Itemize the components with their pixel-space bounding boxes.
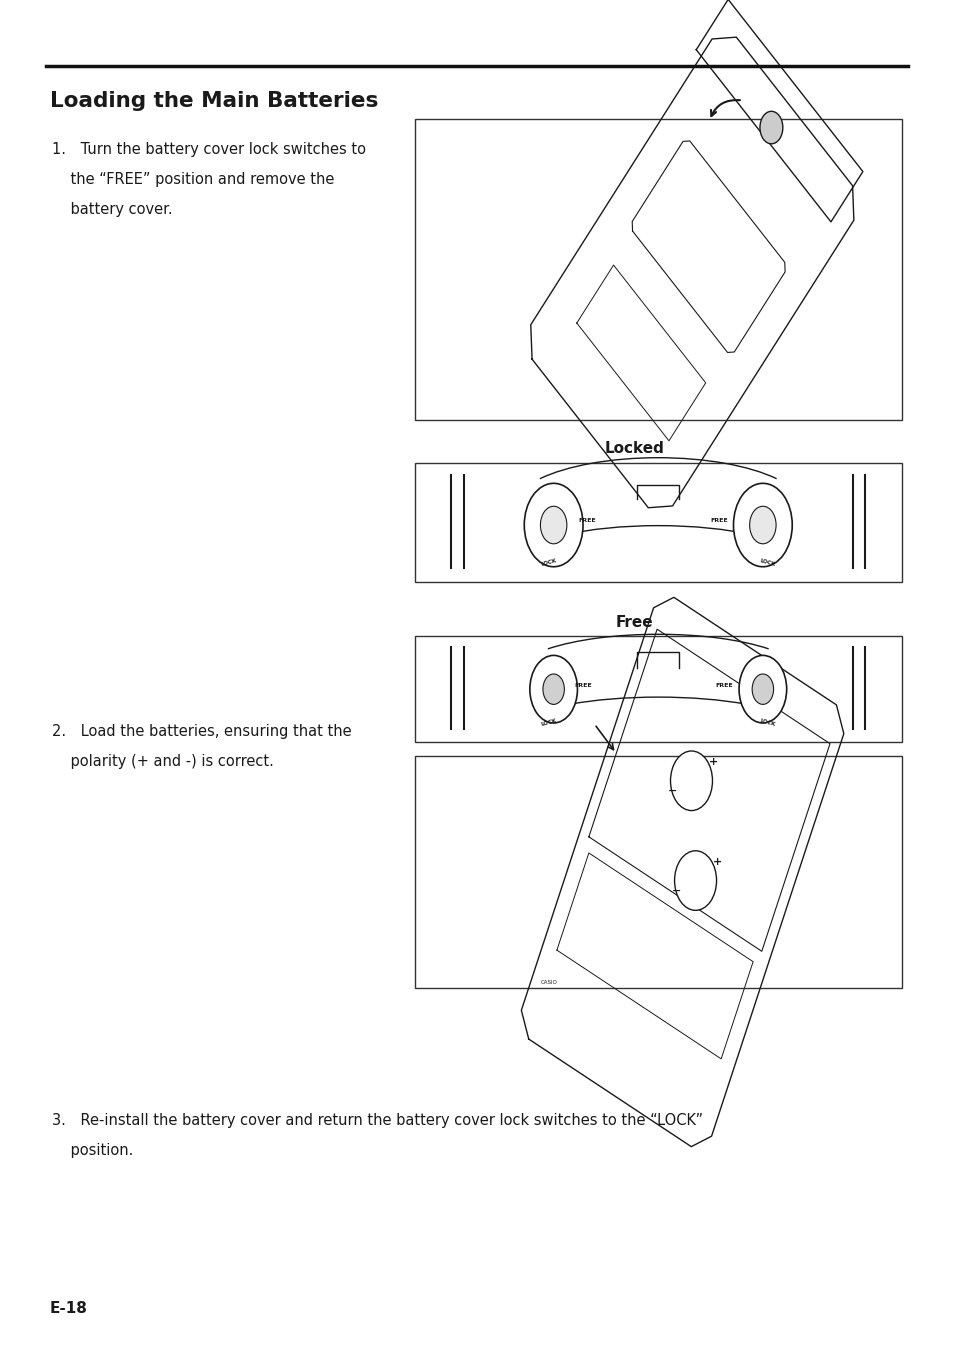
Circle shape — [542, 674, 564, 704]
Text: −: − — [667, 785, 677, 796]
Text: polarity (+ and -) is correct.: polarity (+ and -) is correct. — [52, 754, 274, 769]
Text: FREE: FREE — [715, 684, 732, 688]
Text: FREE: FREE — [710, 519, 727, 524]
Text: 1. Turn the battery cover lock switches to: 1. Turn the battery cover lock switches … — [52, 142, 366, 157]
Text: position.: position. — [52, 1143, 133, 1158]
Text: Locked: Locked — [604, 441, 663, 456]
Text: LOCK: LOCK — [540, 718, 557, 727]
Bar — [415, 636, 901, 742]
Text: LOCK: LOCK — [759, 558, 775, 567]
Text: +: + — [708, 757, 718, 768]
Text: Free: Free — [615, 615, 653, 630]
Text: LOCK: LOCK — [759, 718, 775, 727]
Text: FREE: FREE — [574, 684, 591, 688]
Circle shape — [524, 483, 582, 567]
Circle shape — [739, 655, 786, 723]
Text: +: + — [712, 857, 721, 867]
Circle shape — [760, 111, 782, 144]
Circle shape — [674, 850, 716, 910]
Circle shape — [733, 483, 791, 567]
Circle shape — [749, 506, 776, 544]
Text: the “FREE” position and remove the: the “FREE” position and remove the — [52, 172, 335, 187]
Circle shape — [670, 751, 712, 811]
Text: LOCK: LOCK — [540, 558, 557, 567]
Text: Loading the Main Batteries: Loading the Main Batteries — [50, 91, 377, 111]
Text: E-18: E-18 — [50, 1301, 88, 1316]
Text: 2. Load the batteries, ensuring that the: 2. Load the batteries, ensuring that the — [52, 724, 352, 739]
Text: CASIO: CASIO — [540, 980, 558, 986]
Bar — [415, 756, 901, 988]
Text: FREE: FREE — [578, 519, 596, 524]
Text: −: − — [671, 886, 680, 895]
Text: 3. Re-install the battery cover and return the battery cover lock switches to th: 3. Re-install the battery cover and retu… — [52, 1113, 703, 1128]
Bar — [415, 119, 901, 420]
Circle shape — [539, 506, 566, 544]
Text: battery cover.: battery cover. — [52, 202, 172, 217]
Bar — [415, 463, 901, 582]
Circle shape — [751, 674, 773, 704]
Circle shape — [529, 655, 577, 723]
